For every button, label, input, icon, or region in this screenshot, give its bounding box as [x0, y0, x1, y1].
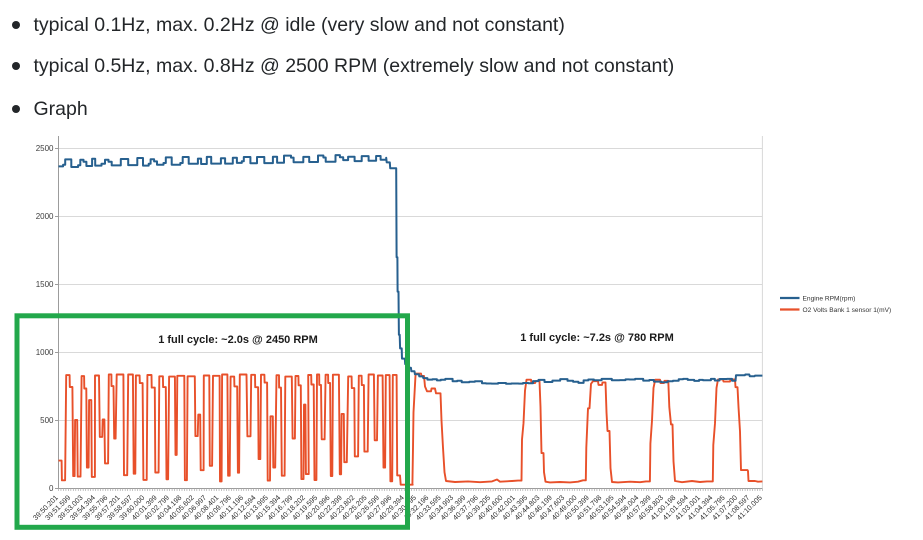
svg-text:500: 500 — [40, 416, 54, 425]
svg-text:1 full cycle: ~2.0s @ 2450 RPM: 1 full cycle: ~2.0s @ 2450 RPM — [158, 334, 318, 346]
svg-text:O2 Volts Bank 1 sensor 1(mV): O2 Volts Bank 1 sensor 1(mV) — [803, 307, 892, 314]
svg-text:2500: 2500 — [36, 144, 54, 153]
svg-text:1500: 1500 — [36, 280, 54, 289]
svg-text:1000: 1000 — [36, 348, 54, 357]
svg-text:0: 0 — [49, 484, 54, 493]
svg-text:1 full cycle: ~7.2s @ 780 RPM: 1 full cycle: ~7.2s @ 780 RPM — [520, 332, 674, 344]
svg-text:Engine RPM(rpm): Engine RPM(rpm) — [803, 295, 856, 302]
svg-text:2000: 2000 — [36, 212, 54, 221]
